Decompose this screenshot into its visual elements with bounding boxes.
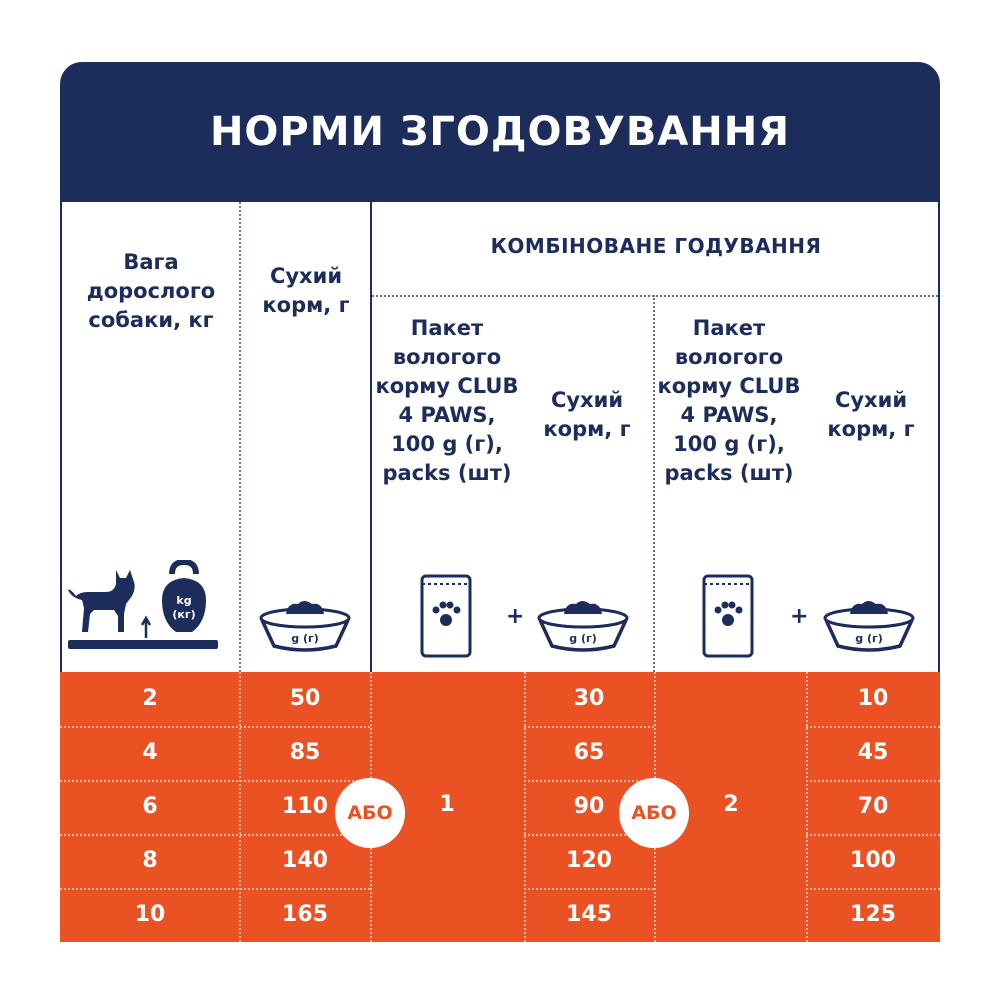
- cell-dry-combo-1: 90: [573, 794, 605, 819]
- column-separator: [239, 672, 241, 942]
- bowl-icon: g (г): [823, 601, 915, 652]
- cell-weight: 10: [134, 902, 166, 927]
- table-title: НОРМИ ЗГОДОВУВАННЯ: [60, 62, 940, 202]
- row-separator: [806, 780, 940, 782]
- or-badge: АБО: [619, 778, 689, 848]
- header-wet-pack-2: Пакет вологого корму CLUB 4 PAWS, 100 g …: [657, 316, 801, 485]
- cell-dry-combo-2: 125: [850, 902, 896, 927]
- bowl-label: g (г): [855, 632, 883, 645]
- row-separator: [524, 780, 654, 782]
- kettlebell-label-kg-ua: (кг): [172, 608, 195, 621]
- cell-dry-combo-1: 145: [566, 902, 612, 927]
- plus-icon: +: [506, 604, 525, 629]
- cell-dry-combo-2: 10: [857, 686, 889, 711]
- wet-food-pouch-icon: [420, 574, 472, 658]
- cell-dry-combo-2: 70: [857, 794, 889, 819]
- cell-weight: 4: [142, 740, 158, 765]
- separator-weight: [239, 202, 241, 672]
- row-separator: [60, 834, 370, 836]
- column-separator: [806, 672, 808, 942]
- separator-combined: [370, 202, 372, 672]
- header-dry-combo-1: Сухий корм, г: [543, 388, 631, 441]
- separator-combined-sub: [372, 295, 938, 297]
- row-separator: [524, 888, 654, 890]
- row-separator: [524, 726, 654, 728]
- cell-dry: 165: [282, 902, 328, 927]
- wet-food-pouch-icon: [702, 574, 754, 658]
- cell-weight: 6: [142, 794, 158, 819]
- row-separator: [806, 726, 940, 728]
- dog-kettlebell-icon: kg (кг): [68, 560, 218, 649]
- cell-dry-combo-1: 120: [566, 848, 612, 873]
- cell-dry-combo-2: 100: [850, 848, 896, 873]
- header-weight: Вага дорослого собаки, кг: [86, 250, 216, 332]
- row-separator: [806, 888, 940, 890]
- cell-weight: 2: [142, 686, 158, 711]
- table-body: 2 50 30 10 4 85 65 45 6 110 90 70 8 140 …: [60, 672, 940, 942]
- separator-combo-options: [653, 295, 655, 672]
- bowl-label: g (г): [569, 632, 597, 645]
- bowl-icon: g (г): [259, 601, 351, 652]
- column-separator: [524, 672, 526, 942]
- kettlebell-label-kg: kg: [176, 594, 191, 607]
- cell-dry: 140: [282, 848, 328, 873]
- or-badge: АБО: [335, 778, 405, 848]
- row-separator: [60, 888, 370, 890]
- plus-icon: +: [790, 604, 809, 629]
- cell-dry: 85: [289, 740, 321, 765]
- feeding-table: НОРМИ ЗГОДОВУВАННЯ Вага дорослого собаки…: [60, 62, 940, 942]
- row-separator: [60, 726, 370, 728]
- wet-pack-count-1: 1: [439, 792, 455, 817]
- header-dry-combo-2: Сухий корм, г: [827, 388, 915, 441]
- cell-dry-combo-2: 45: [857, 740, 889, 765]
- header-combined: КОМБІНОВАНЕ ГОДУВАННЯ: [490, 234, 822, 258]
- header-dry: Сухий корм, г: [262, 264, 350, 317]
- cell-dry: 50: [289, 686, 321, 711]
- cell-dry-combo-1: 30: [573, 686, 605, 711]
- cell-dry-combo-1: 65: [573, 740, 605, 765]
- bowl-label: g (г): [291, 632, 319, 645]
- row-separator: [60, 780, 370, 782]
- bowl-icon: g (г): [537, 601, 629, 652]
- row-separator: [524, 834, 654, 836]
- frame-left: [60, 202, 62, 672]
- wet-pack-count-2: 2: [723, 792, 739, 817]
- cell-weight: 8: [142, 848, 158, 873]
- row-separator: [806, 834, 940, 836]
- frame-right: [938, 202, 940, 672]
- header-wet-pack-1: Пакет вологого корму CLUB 4 PAWS, 100 g …: [375, 316, 519, 485]
- cell-dry: 110: [282, 794, 328, 819]
